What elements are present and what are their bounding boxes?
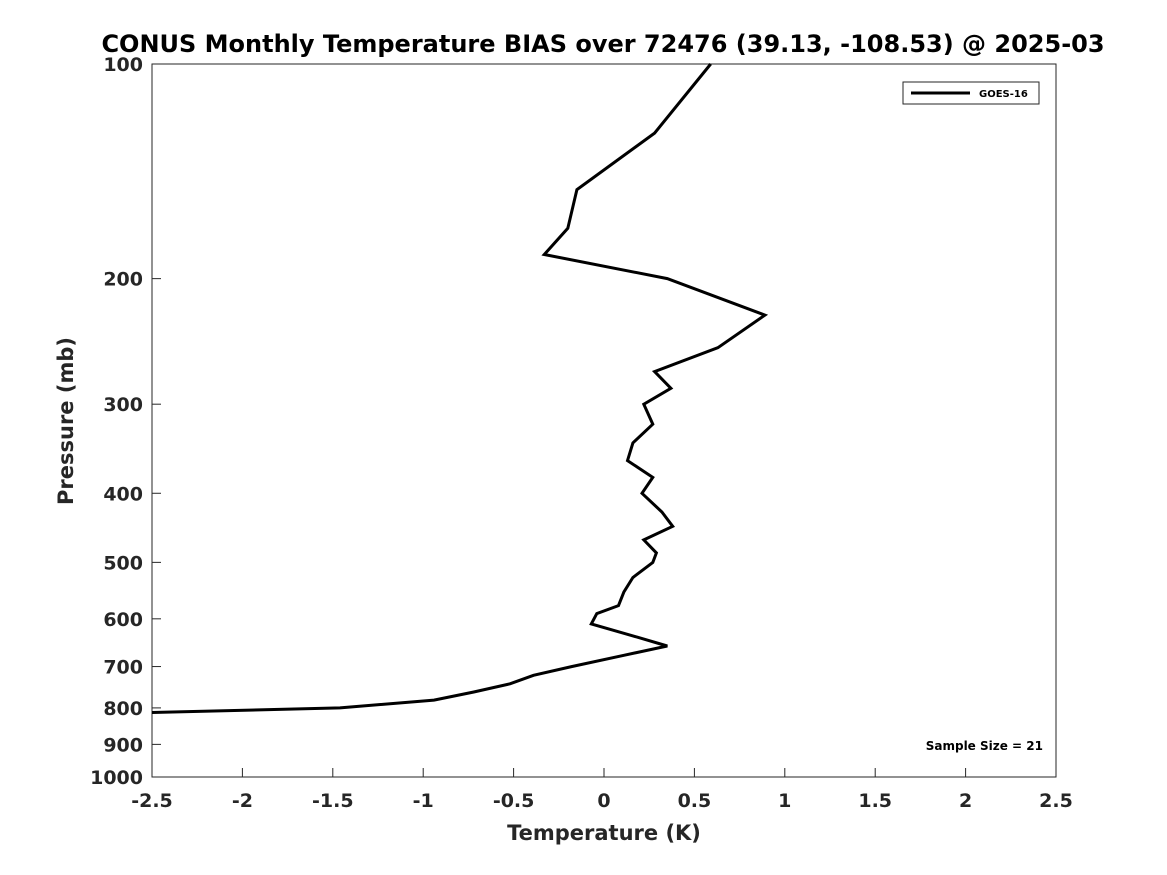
y-tick-label: 100 <box>103 54 143 76</box>
legend-label-goes-16: GOES-16 <box>979 89 1028 100</box>
x-axis: -2.5 -2 -1.5 -1 -0.5 0 0.5 1 1.5 2 2.5 <box>131 768 1073 812</box>
x-tick-label: -2 <box>232 790 253 812</box>
y-tick-label: 500 <box>103 552 143 574</box>
y-tick-label: 800 <box>103 698 143 720</box>
x-tick-label: -1 <box>413 790 434 812</box>
sample-size-annotation: Sample Size = 21 <box>926 739 1043 753</box>
series-layer <box>151 63 769 714</box>
chart-title: CONUS Monthly Temperature BIAS over 7247… <box>101 30 1104 58</box>
x-tick-label: 1.5 <box>858 790 892 812</box>
x-tick-label: -2.5 <box>131 790 173 812</box>
y-tick-label: 900 <box>103 734 143 756</box>
x-tick-label: 0 <box>597 790 610 812</box>
x-tick-label: -0.5 <box>493 790 535 812</box>
y-tick-label: 200 <box>103 269 143 291</box>
legend: GOES-16 <box>902 81 1040 105</box>
y-tick-label: 300 <box>103 394 143 416</box>
y-axis-label: Pressure (mb) <box>54 337 78 505</box>
x-tick-label: 0.5 <box>678 790 712 812</box>
series-line-goes-16 <box>151 63 769 714</box>
y-tick-label: 400 <box>103 483 143 505</box>
y-tick-label: 1000 <box>90 767 143 789</box>
x-tick-label: 2.5 <box>1039 790 1073 812</box>
y-tick-label: 700 <box>103 657 143 679</box>
x-tick-label: -1.5 <box>312 790 354 812</box>
legend-box <box>902 81 1040 105</box>
y-axis: 100 200 300 400 500 600 700 800 900 1000 <box>90 54 161 789</box>
x-tick-label: 1 <box>778 790 791 812</box>
y-tick-label: 600 <box>103 609 143 631</box>
x-axis-label: Temperature (K) <box>507 821 701 845</box>
x-tick-label: 2 <box>959 790 972 812</box>
